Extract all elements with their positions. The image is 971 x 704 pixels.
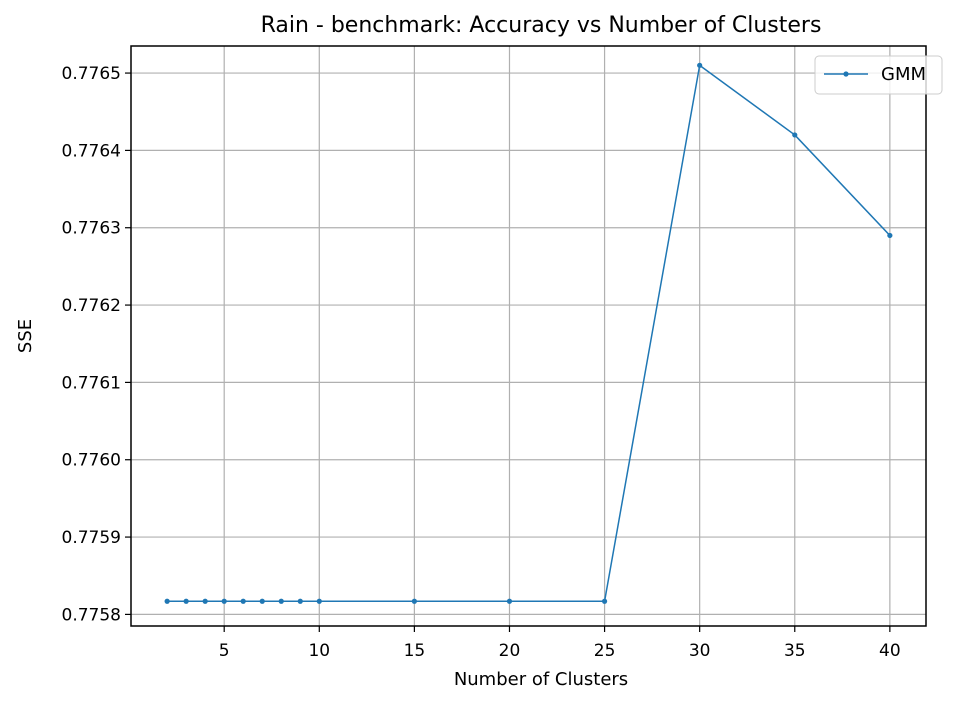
data-point: [411, 598, 417, 604]
data-point: [297, 598, 303, 604]
chart-title: Rain - benchmark: Accuracy vs Number of …: [261, 13, 822, 38]
y-tick-label: 0.7764: [62, 141, 121, 161]
y-tick-label: 0.7763: [62, 219, 121, 239]
x-tick-label: 40: [879, 641, 901, 661]
x-tick-label: 5: [219, 641, 230, 661]
x-tick-label: 35: [784, 641, 806, 661]
data-point: [278, 598, 284, 604]
y-axis-label: SSE: [15, 319, 36, 353]
x-tick-label: 20: [499, 641, 521, 661]
data-point: [316, 598, 322, 604]
x-tick-label: 30: [689, 641, 711, 661]
y-tick-label: 0.7759: [62, 528, 121, 548]
data-point: [259, 598, 265, 604]
data-point: [506, 598, 513, 604]
plot-frame: [130, 45, 927, 627]
data-point: [183, 598, 189, 604]
data-point: [221, 598, 227, 604]
legend-box: [814, 55, 943, 95]
legend-label-gmm: GMM: [881, 64, 926, 85]
x-tick-label: 25: [594, 641, 616, 661]
grid: [131, 46, 926, 626]
data-point: [240, 598, 246, 604]
y-axis-ticks: 0.7758 0.7759 0.7760 0.7761 0.7762 0.7763 0.77…: [62, 64, 131, 625]
y-tick-label: 0.7758: [62, 605, 121, 625]
legend: GMM: [814, 55, 943, 95]
x-axis-ticks: 5 10 15 20 25 30 35 40: [219, 626, 901, 661]
y-tick-label: 0.7762: [62, 296, 121, 316]
x-tick-label: 15: [404, 641, 426, 661]
data-point: [887, 232, 893, 239]
y-tick-label: 0.7761: [62, 373, 121, 393]
x-tick-label: 10: [308, 641, 330, 661]
x-axis-label: Number of Clusters: [454, 669, 628, 690]
series-layer: [164, 62, 893, 604]
data-point: [202, 598, 208, 604]
y-tick-label: 0.7760: [62, 451, 121, 471]
data-point: [601, 598, 608, 604]
legend-marker: [843, 71, 849, 77]
data-point: [792, 132, 798, 138]
data-point: [697, 62, 703, 68]
data-point: [164, 598, 170, 604]
y-tick-label: 0.7765: [62, 64, 121, 84]
